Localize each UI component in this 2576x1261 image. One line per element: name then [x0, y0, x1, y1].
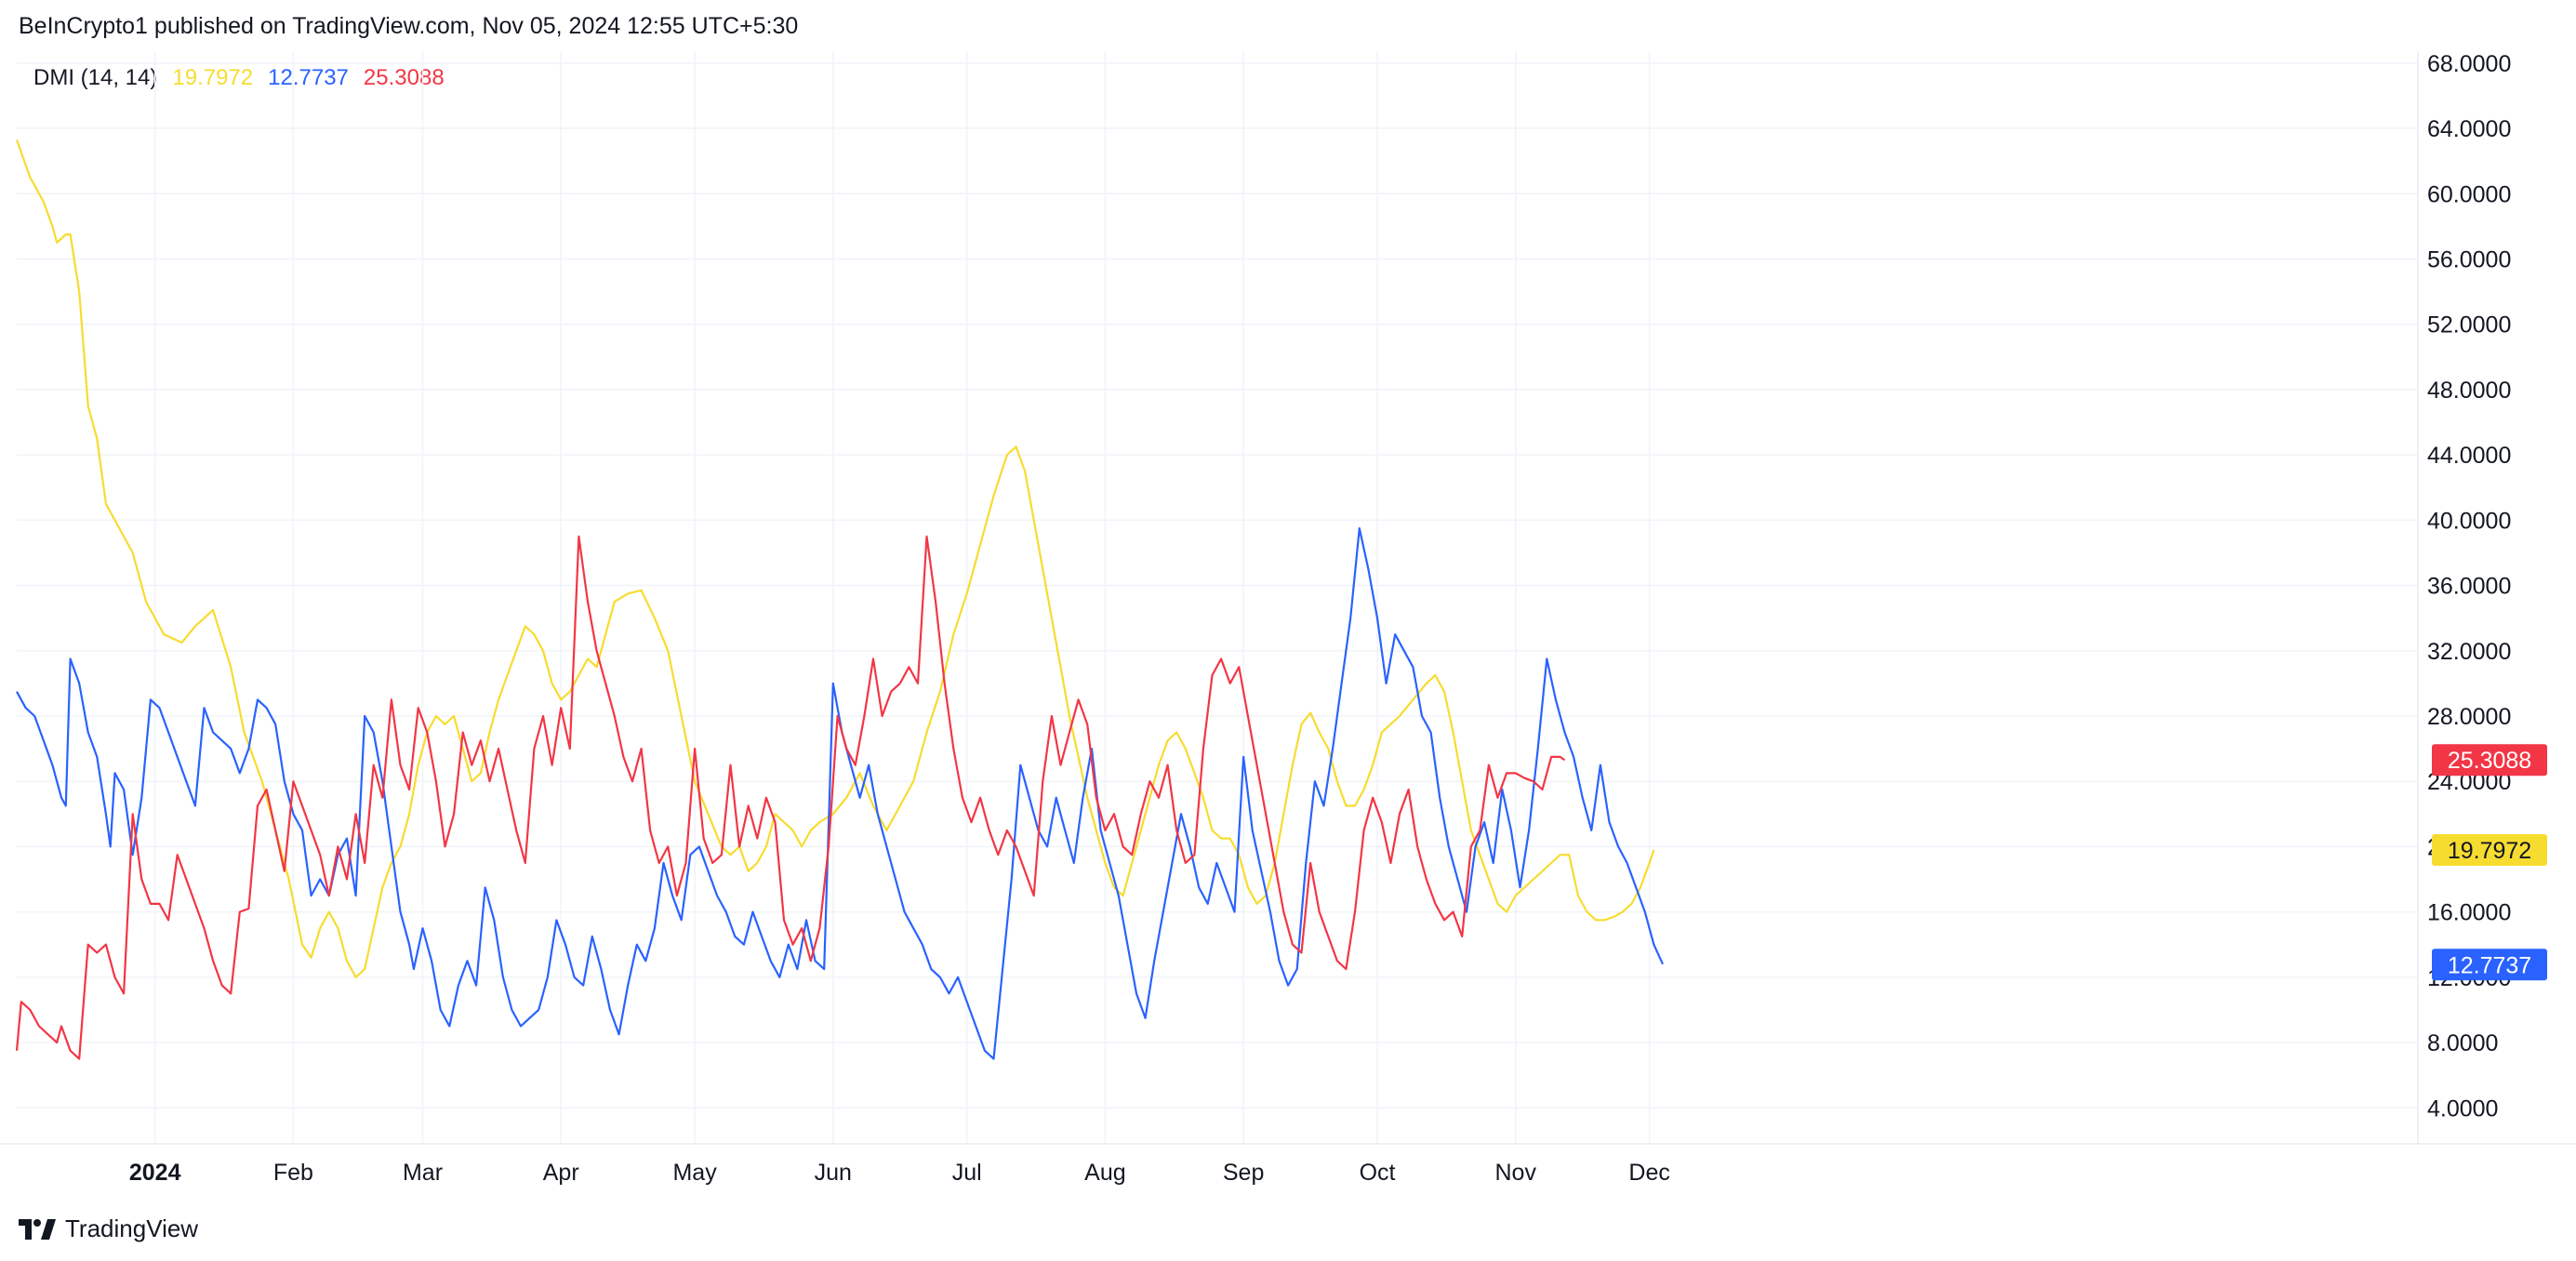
dmi-chart[interactable]: 4.00008.000012.000016.000020.000024.0000… [0, 0, 2576, 1200]
tradingview-brand: TradingView [65, 1215, 199, 1242]
plus-di-value-badge: 12.7737 [2432, 949, 2547, 981]
x-tick-label: May [672, 1160, 717, 1186]
badge-background [2432, 949, 2547, 981]
x-tick-label: Mar [403, 1160, 443, 1186]
x-tick-label: Sep [1223, 1160, 1264, 1186]
legend-plus-di-value: 12.7737 [268, 65, 349, 90]
y-tick-label: 32.0000 [2427, 639, 2511, 665]
y-tick-label: 68.0000 [2427, 51, 2511, 77]
x-tick-label: Feb [273, 1160, 313, 1186]
grid-lines [17, 51, 2418, 1144]
minus-di-line [15, 535, 1566, 1060]
indicator-legend[interactable]: DMI (14, 14) 19.7972 12.7737 25.3088 [33, 65, 445, 91]
y-tick-label: 8.0000 [2427, 1030, 2498, 1056]
y-tick-label: 48.0000 [2427, 378, 2511, 404]
minus-di-value-badge: 25.3088 [2432, 744, 2547, 777]
series-lines [15, 139, 1665, 1060]
tradingview-logo-icon [19, 1218, 56, 1240]
y-tick-label: 60.0000 [2427, 181, 2511, 207]
badge-background [2432, 744, 2547, 777]
x-tick-label: Aug [1084, 1160, 1125, 1186]
badge-value: 12.7737 [2448, 952, 2531, 978]
badge-value: 19.7972 [2448, 838, 2531, 864]
legend-minus-di-value: 25.3088 [363, 65, 445, 90]
plus-di-line [16, 527, 1665, 1060]
y-tick-label: 52.0000 [2427, 312, 2511, 338]
x-tick-label: Apr [543, 1160, 579, 1186]
adx-value-badge: 19.7972 [2432, 833, 2547, 866]
x-tick-label: 2024 [129, 1160, 181, 1186]
tradingview-footer[interactable]: TradingView [19, 1215, 198, 1243]
last-value-badges: 19.7972 12.7737 25.3088 [2432, 744, 2547, 981]
indicator-name[interactable]: DMI (14, 14) [33, 65, 158, 90]
badge-background [2432, 833, 2547, 866]
y-tick-label: 16.0000 [2427, 900, 2511, 926]
y-tick-label: 28.0000 [2427, 704, 2511, 730]
y-tick-label: 40.0000 [2427, 508, 2511, 534]
x-tick-label: Jul [952, 1160, 982, 1186]
badge-value: 25.3088 [2448, 748, 2531, 774]
y-tick-label: 64.0000 [2427, 116, 2511, 142]
adx-line [15, 139, 1655, 978]
legend-adx-value: 19.7972 [172, 65, 254, 90]
y-tick-label: 56.0000 [2427, 246, 2511, 272]
x-tick-label: Oct [1360, 1160, 1396, 1186]
y-tick-label: 36.0000 [2427, 574, 2511, 600]
x-tick-label: Dec [1628, 1160, 1669, 1186]
x-tick-label: Jun [815, 1160, 852, 1186]
y-tick-label: 44.0000 [2427, 443, 2511, 469]
y-tick-label: 4.0000 [2427, 1095, 2498, 1122]
time-axis[interactable]: 2024 Feb Mar Apr May Jun Jul Aug Sep Oct Nov Dec [129, 1160, 1670, 1186]
published-by-line: BeInCrypto1 published on TradingView.com… [19, 13, 799, 39]
x-tick-label: Nov [1494, 1160, 1536, 1186]
